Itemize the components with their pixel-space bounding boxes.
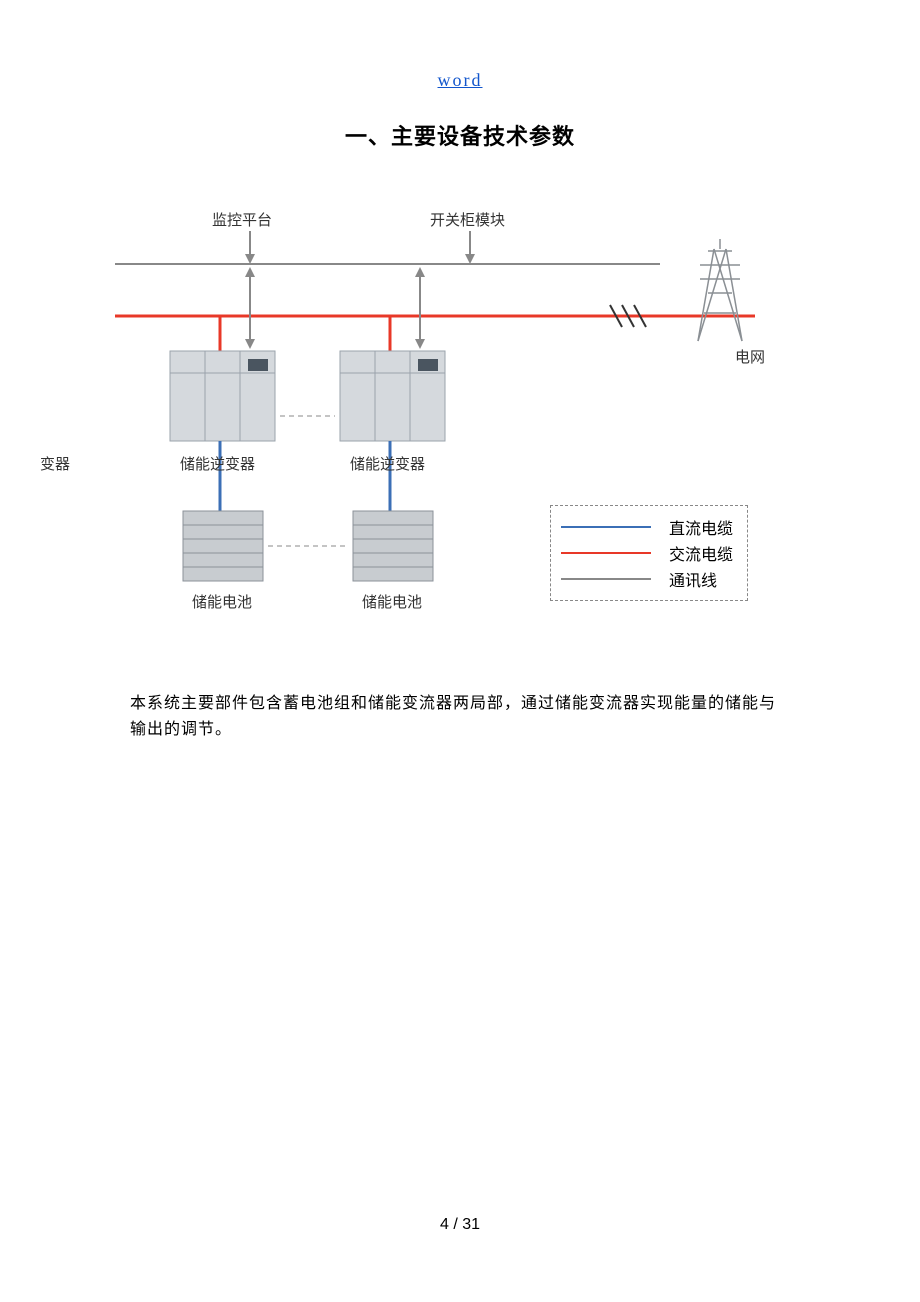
comm-arrow-2: [415, 267, 425, 349]
transmission-tower-icon: [698, 239, 742, 341]
legend-ac-label: 交流电缆: [669, 541, 733, 565]
system-diagram: 监控平台 开关柜模块 电网 变器 储能逆变器 储能逆变器 储能电池 储能电池 直…: [20, 201, 780, 631]
inverter-2-label: 储能逆变器: [350, 453, 425, 474]
inverter-cabinet-1: [170, 351, 275, 441]
legend-box: 直流电缆 交流电缆 通讯线: [550, 505, 748, 601]
transformer-label-partial: 变器: [40, 453, 70, 474]
legend-ac-line: [561, 552, 651, 554]
diagram-top-label-left: 监控平台: [212, 209, 272, 230]
grid-label: 电网: [735, 346, 765, 367]
legend-row-ac: 交流电缆: [561, 540, 733, 566]
body-paragraph: 本系统主要部件包含蓄电池组和储能变流器两局部，通过储能变流器实现能量的储能与输出…: [130, 691, 790, 742]
legend-row-comm: 通讯线: [561, 566, 733, 592]
header-word-link[interactable]: word: [130, 70, 790, 91]
battery-1-label: 储能电池: [192, 591, 252, 612]
legend-dc-line: [561, 526, 651, 528]
arrow-group: [465, 231, 475, 264]
inverter-cabinet-2: [340, 351, 445, 441]
inverter-1-label: 储能逆变器: [180, 453, 255, 474]
legend-dc-label: 直流电缆: [669, 515, 733, 539]
legend-comm-line: [561, 578, 651, 580]
battery-rack-1: [183, 511, 263, 581]
legend-comm-label: 通讯线: [669, 567, 717, 591]
arrow-group: [245, 231, 255, 264]
page-number: 4 / 31: [0, 1216, 920, 1234]
battery-rack-2: [353, 511, 433, 581]
legend-row-dc: 直流电缆: [561, 514, 733, 540]
section-title: 一、主要设备技术参数: [130, 119, 790, 151]
comm-arrow-1: [245, 267, 255, 349]
diagram-top-label-right: 开关柜模块: [430, 209, 505, 230]
battery-2-label: 储能电池: [362, 591, 422, 612]
